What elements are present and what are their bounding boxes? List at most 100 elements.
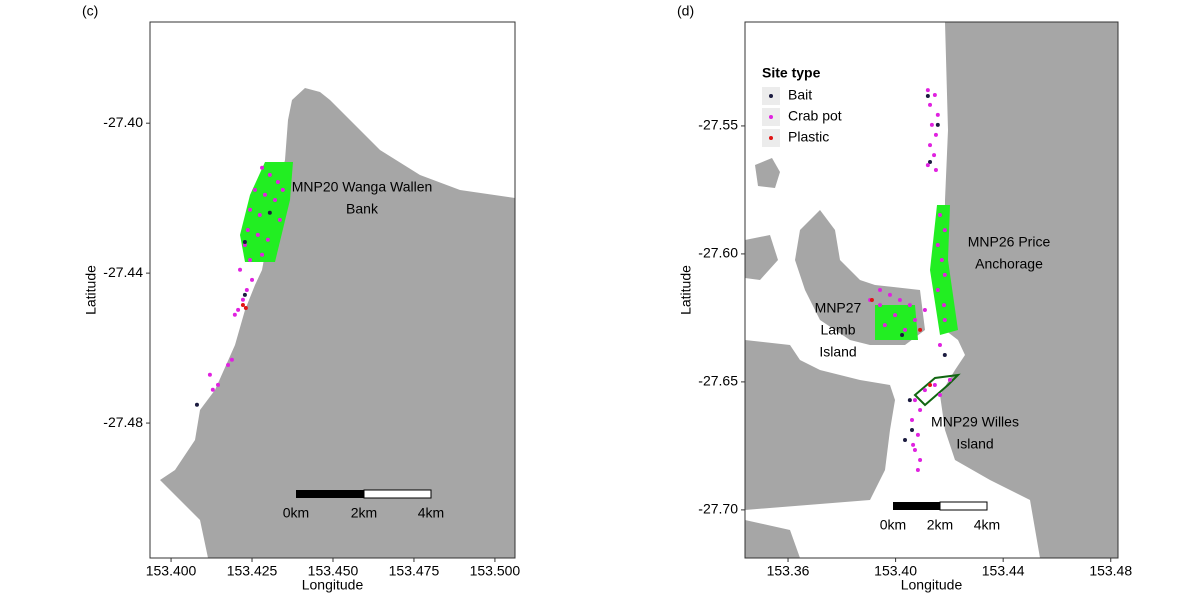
site-point bbox=[245, 228, 250, 233]
y-tick-label: -27.48 bbox=[103, 414, 143, 430]
area-label: Bank bbox=[346, 201, 379, 217]
scale-label: 0km bbox=[880, 517, 906, 533]
site-point bbox=[918, 408, 923, 413]
y-tick-label: -27.70 bbox=[698, 501, 738, 517]
site-point bbox=[925, 163, 930, 168]
y-axis-title: Latitude bbox=[83, 265, 99, 315]
area-label: MNP27 bbox=[815, 300, 862, 316]
site-point bbox=[210, 387, 215, 392]
site-point bbox=[900, 333, 905, 338]
y-tick-label: -27.65 bbox=[698, 373, 738, 389]
area-label: Lamb bbox=[820, 322, 855, 338]
site-point bbox=[277, 217, 282, 222]
legend-marker bbox=[769, 136, 773, 140]
site-point bbox=[240, 302, 245, 307]
site-point bbox=[257, 213, 262, 218]
site-point bbox=[932, 92, 937, 97]
site-point bbox=[907, 398, 912, 403]
site-point bbox=[935, 122, 940, 127]
site-point bbox=[260, 165, 265, 170]
legend-title: Site type bbox=[762, 65, 821, 81]
site-point bbox=[243, 305, 248, 310]
site-point bbox=[937, 392, 942, 397]
site-point bbox=[260, 252, 265, 257]
site-point bbox=[912, 398, 917, 403]
site-point bbox=[236, 307, 241, 312]
site-point bbox=[887, 292, 892, 297]
site-point bbox=[922, 388, 927, 393]
panel-c-map bbox=[160, 88, 515, 558]
scale-label: 4km bbox=[418, 505, 444, 521]
site-point bbox=[267, 210, 272, 215]
site-point bbox=[932, 153, 937, 158]
site-point bbox=[238, 267, 243, 272]
site-point bbox=[915, 432, 920, 437]
site-point bbox=[932, 382, 937, 387]
site-point bbox=[267, 172, 272, 177]
site-point bbox=[878, 288, 883, 292]
site-point bbox=[907, 303, 912, 308]
y-tick-label: -27.44 bbox=[103, 264, 143, 280]
land bbox=[745, 235, 778, 280]
site-point bbox=[947, 377, 952, 382]
site-point bbox=[255, 232, 260, 237]
site-point bbox=[226, 362, 231, 367]
legend-label: Bait bbox=[788, 87, 812, 103]
scale-bar bbox=[893, 502, 940, 510]
area-label: Anchorage bbox=[975, 256, 1043, 272]
legend-label: Crab pot bbox=[788, 108, 842, 124]
x-tick-label: 153.36 bbox=[767, 563, 810, 579]
panel-d-map bbox=[745, 22, 1118, 558]
site-point bbox=[262, 192, 267, 197]
site-point bbox=[265, 237, 270, 242]
y-tick-label: -27.55 bbox=[698, 117, 738, 133]
x-axis-title: Longitude bbox=[901, 577, 963, 593]
site-point bbox=[216, 382, 221, 387]
y-tick-label: -27.60 bbox=[698, 245, 738, 261]
site-point bbox=[942, 317, 947, 322]
x-tick-label: 153.48 bbox=[1089, 563, 1132, 579]
marine-park-outline bbox=[913, 373, 961, 407]
area-label: MNP20 Wanga Wallen bbox=[292, 179, 433, 195]
panel-label: (c) bbox=[82, 3, 98, 19]
site-point bbox=[229, 357, 234, 362]
land bbox=[755, 158, 780, 188]
x-tick-label: 153.400 bbox=[146, 563, 197, 579]
site-point bbox=[882, 323, 887, 328]
scale-bar bbox=[363, 489, 432, 499]
scale-bar bbox=[296, 490, 364, 498]
site-point bbox=[925, 88, 930, 93]
x-tick-label: 153.475 bbox=[389, 563, 440, 579]
panel-border bbox=[744, 21, 1119, 559]
land bbox=[940, 22, 1118, 558]
site-point bbox=[903, 327, 908, 332]
site-point bbox=[937, 343, 942, 348]
scale-label: 0km bbox=[283, 505, 309, 521]
marine-park bbox=[930, 205, 958, 335]
land bbox=[160, 88, 515, 558]
land bbox=[745, 520, 800, 558]
site-point bbox=[878, 303, 883, 308]
area-label: MNP29 Willes bbox=[931, 414, 1019, 430]
site-point bbox=[929, 122, 934, 127]
site-point bbox=[280, 187, 285, 192]
panel-label: (d) bbox=[677, 3, 694, 19]
site-point bbox=[242, 292, 247, 297]
site-point bbox=[242, 240, 247, 245]
site-point bbox=[252, 187, 257, 192]
x-tick-label: 153.44 bbox=[982, 563, 1025, 579]
site-point bbox=[897, 297, 902, 302]
land bbox=[745, 340, 895, 510]
x-tick-label: 153.40 bbox=[874, 563, 917, 579]
site-point bbox=[232, 312, 237, 317]
site-point bbox=[250, 277, 255, 282]
legend-label: Plastic bbox=[788, 129, 829, 145]
area-label: MNP26 Price bbox=[968, 234, 1051, 250]
site-point bbox=[910, 418, 915, 423]
site-point bbox=[248, 207, 253, 212]
scale-bar bbox=[939, 501, 988, 511]
site-point bbox=[935, 112, 940, 117]
site-point bbox=[275, 180, 280, 185]
site-point bbox=[912, 447, 917, 452]
